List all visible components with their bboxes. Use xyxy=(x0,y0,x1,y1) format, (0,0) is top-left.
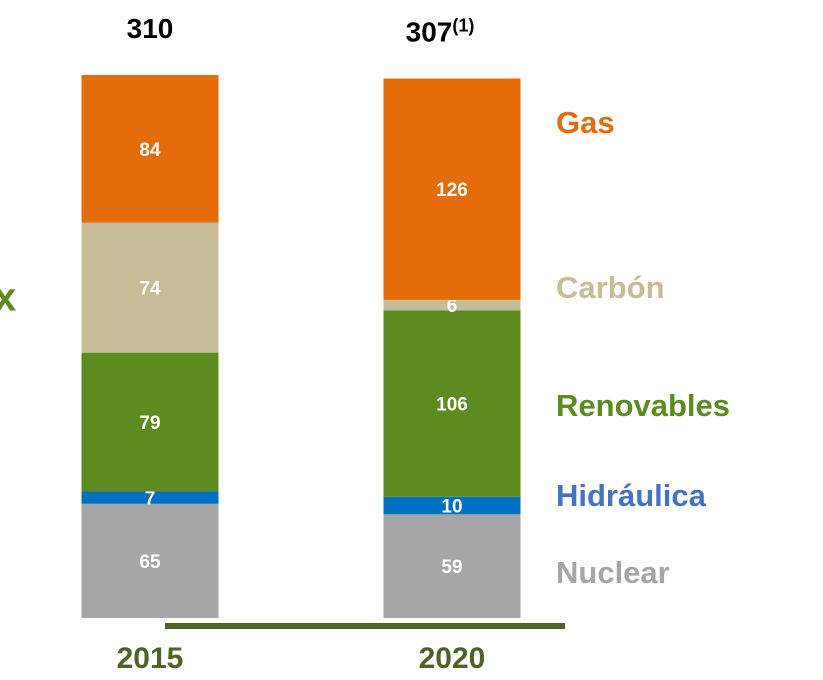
legend-label: Gas xyxy=(556,105,615,140)
legend-label: Carbón xyxy=(556,270,665,305)
bar-segment xyxy=(81,75,219,223)
value-label: 7 xyxy=(145,489,156,510)
value-label: 74 xyxy=(139,279,161,300)
total-label: 310 xyxy=(127,13,174,44)
legend-label: Hidráulica xyxy=(556,478,707,513)
value-label: 65 xyxy=(139,552,161,573)
bar-segment xyxy=(81,352,219,492)
bar-segment xyxy=(383,310,521,497)
value-label: 6 xyxy=(447,296,458,317)
bar-segment xyxy=(383,496,521,515)
value-label: 59 xyxy=(441,557,462,578)
legend-label: Nuclear xyxy=(556,555,670,590)
bar-segment xyxy=(383,299,521,311)
value-label: 84 xyxy=(139,140,161,161)
total-value: 310 xyxy=(127,13,174,44)
x-tick-label: 2020 xyxy=(419,642,486,675)
total-label: 307(1) xyxy=(406,15,475,48)
side-text: x xyxy=(0,276,16,320)
value-label: 106 xyxy=(436,395,468,416)
x-tick-label: 2015 xyxy=(117,642,184,675)
total-value: 307 xyxy=(406,17,453,48)
bar-segment xyxy=(383,514,521,618)
legend-label: Renovables xyxy=(556,388,730,423)
bar-segment xyxy=(383,78,521,300)
value-label: 126 xyxy=(436,180,468,201)
bar-segment xyxy=(81,503,219,618)
bar-segment xyxy=(81,222,219,353)
bar-segment xyxy=(81,491,219,504)
value-label: 10 xyxy=(441,497,462,518)
value-label: 79 xyxy=(139,413,160,434)
total-note: (1) xyxy=(452,15,474,35)
